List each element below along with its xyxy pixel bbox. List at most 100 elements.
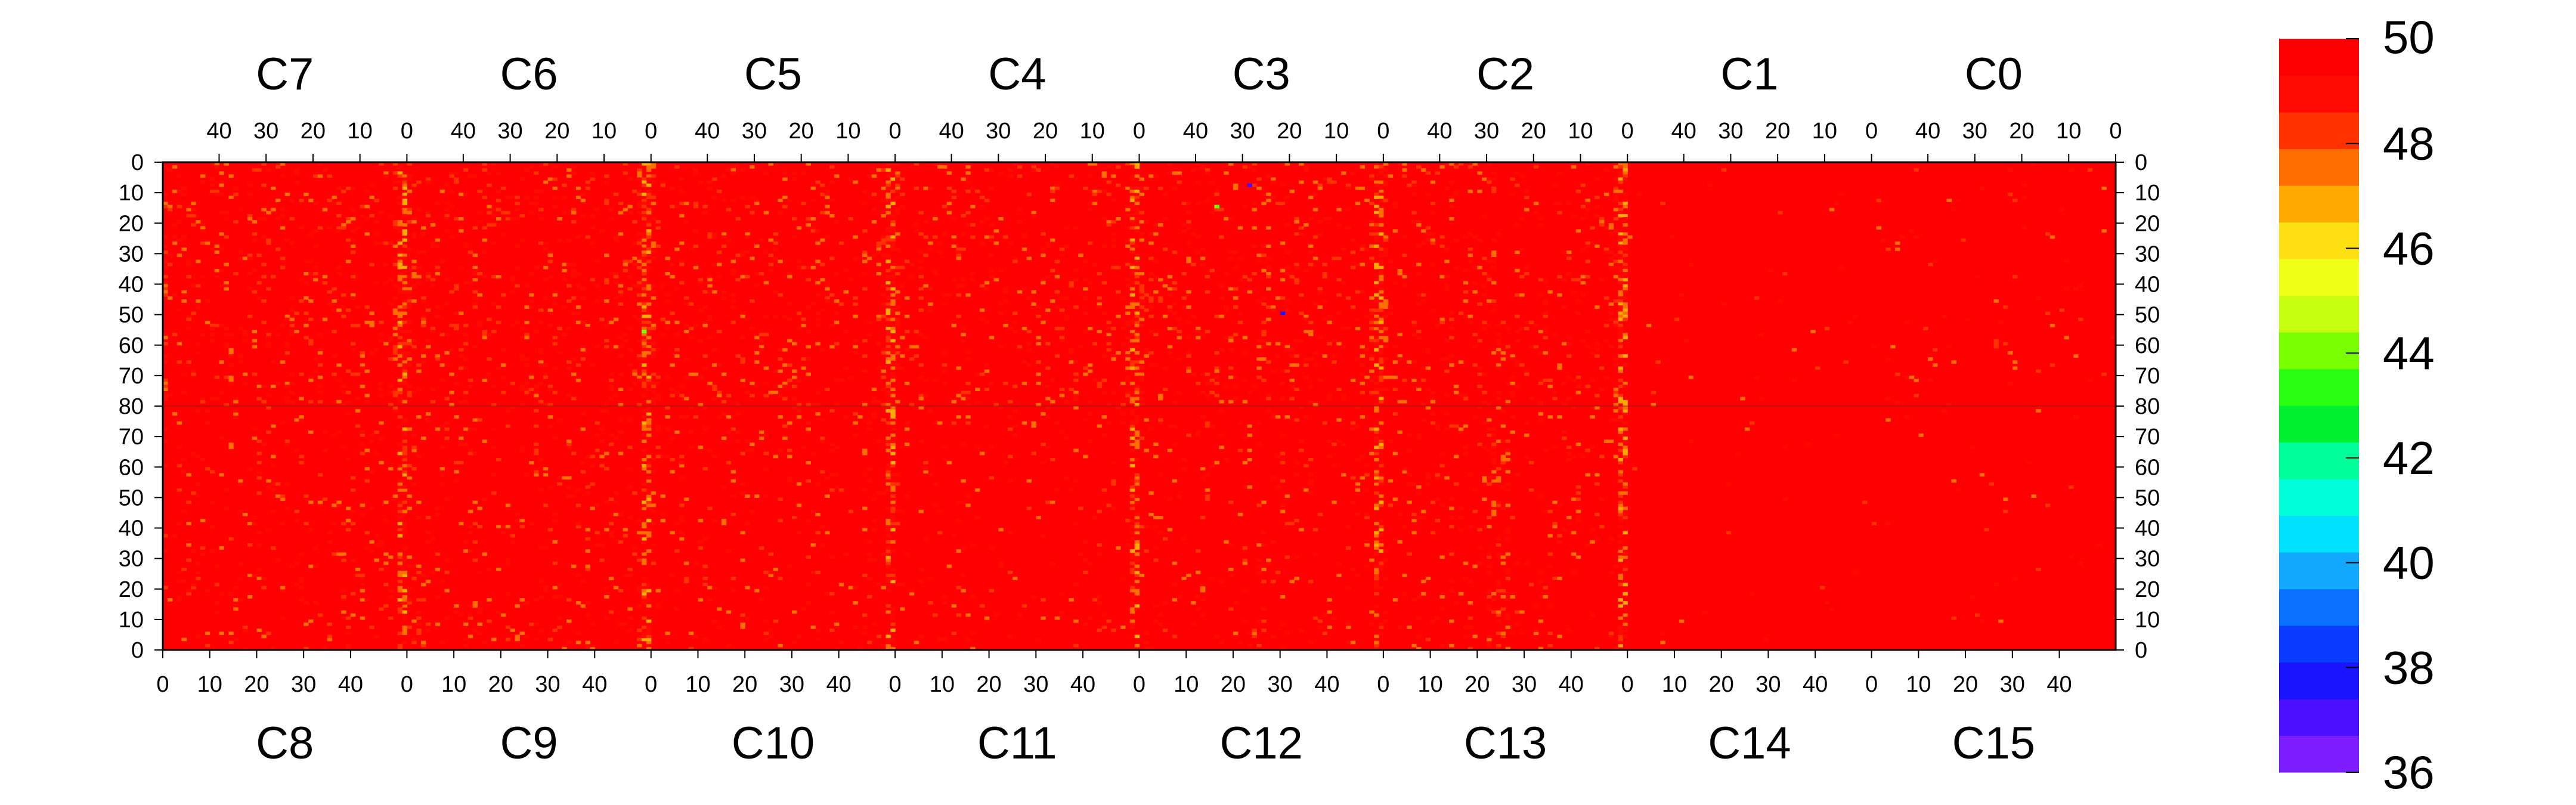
heat-cell [491, 241, 497, 245]
heat-cell [796, 482, 802, 486]
heat-cell [585, 537, 590, 541]
heat-cell [196, 577, 201, 581]
heat-cell [623, 528, 628, 532]
heat-cell [1073, 448, 1079, 453]
heat-cell [871, 388, 877, 392]
heat-cell [1266, 561, 1271, 565]
heat-cell [1101, 415, 1107, 419]
heat-cell [491, 162, 497, 166]
heat-cell [1153, 558, 1159, 562]
heat-cell [233, 220, 239, 224]
heat-cell [430, 400, 436, 404]
heat-cell [1200, 262, 1206, 267]
heat-cell [1392, 229, 1398, 233]
heat-cell [196, 454, 201, 459]
heat-cell [350, 522, 356, 525]
heat-cell [984, 616, 990, 620]
heat-cell [566, 485, 572, 489]
heat-cell [740, 357, 745, 361]
heat-cell [242, 333, 248, 337]
heat-cell [1538, 223, 1544, 227]
heat-cell [312, 229, 318, 233]
heat-cell [458, 348, 464, 352]
heat-cell [547, 415, 553, 419]
heat-cell [200, 519, 206, 522]
heat-cell [181, 193, 187, 196]
heat-cell [571, 357, 577, 361]
heat-cell [529, 165, 534, 169]
heat-cell [228, 382, 234, 385]
heat-cell [1374, 317, 1379, 321]
heat-cell [420, 299, 426, 303]
heat-cell [1256, 503, 1262, 507]
heat-cell [1533, 323, 1539, 327]
heat-cell [294, 448, 299, 453]
heat-cell [1172, 281, 1178, 285]
heat-cell [1543, 330, 1549, 333]
heat-cell [1144, 525, 1149, 529]
heat-cell [1125, 305, 1131, 309]
heat-cell [1477, 265, 1482, 270]
heat-cell [336, 363, 342, 367]
heat-cell [820, 470, 825, 474]
heat-cell [247, 217, 253, 221]
heat-cell [787, 199, 792, 203]
heat-cell [585, 643, 590, 648]
heat-cell [1059, 394, 1065, 398]
heat-cell [721, 400, 727, 404]
heat-cell [651, 470, 657, 474]
heat-cell [1256, 375, 1262, 379]
heat-cell [651, 250, 657, 254]
heat-cell [515, 208, 520, 212]
heat-cell [1139, 287, 1144, 291]
heat-cell [1383, 314, 1389, 318]
heat-cell [379, 333, 384, 337]
heat-cell [923, 470, 928, 474]
heat-cell [1129, 485, 1135, 489]
heat-cell [1932, 259, 1938, 264]
heat-cell [918, 580, 924, 584]
heat-cell [825, 205, 830, 209]
heat-cell [890, 516, 896, 519]
heat-cell [557, 327, 562, 330]
heat-cell [1153, 525, 1159, 529]
heat-cell [965, 503, 971, 507]
heat-cell [1815, 366, 1820, 370]
heat-cell [763, 250, 769, 254]
heat-cell [637, 354, 642, 358]
heat-cell [289, 391, 295, 395]
heat-cell [420, 296, 426, 300]
heat-cell [1754, 296, 1760, 300]
heat-cell [716, 626, 722, 629]
heat-cell [886, 336, 891, 340]
heat-cell [642, 210, 647, 215]
heat-cell [956, 394, 961, 398]
heat-cell [1125, 378, 1131, 382]
heat-cell [322, 646, 328, 651]
heat-cell [646, 232, 652, 236]
heat-cell [608, 610, 614, 614]
heat-cell [1008, 415, 1013, 419]
heat-cell [1134, 552, 1140, 556]
heat-cell [843, 290, 849, 294]
heat-cell [496, 610, 501, 614]
heat-cell [951, 421, 957, 425]
heat-cell [1304, 415, 1309, 419]
heat-cell [895, 196, 900, 199]
heat-cell [1205, 330, 1210, 333]
heat-cell [397, 226, 403, 230]
heat-cell [402, 229, 407, 233]
heat-cell [304, 259, 309, 264]
heat-cell [392, 388, 398, 392]
heat-cell [1360, 454, 1365, 459]
heat-cell [688, 336, 694, 340]
heat-cell [655, 604, 661, 608]
heat-cell [575, 305, 581, 309]
heat-cell [670, 531, 675, 535]
heat-cell [467, 604, 473, 608]
heat-cell [449, 174, 454, 178]
heat-cell [1111, 461, 1116, 465]
heat-cell [430, 284, 436, 288]
heat-cell [886, 330, 891, 333]
heat-cell [1284, 299, 1290, 303]
